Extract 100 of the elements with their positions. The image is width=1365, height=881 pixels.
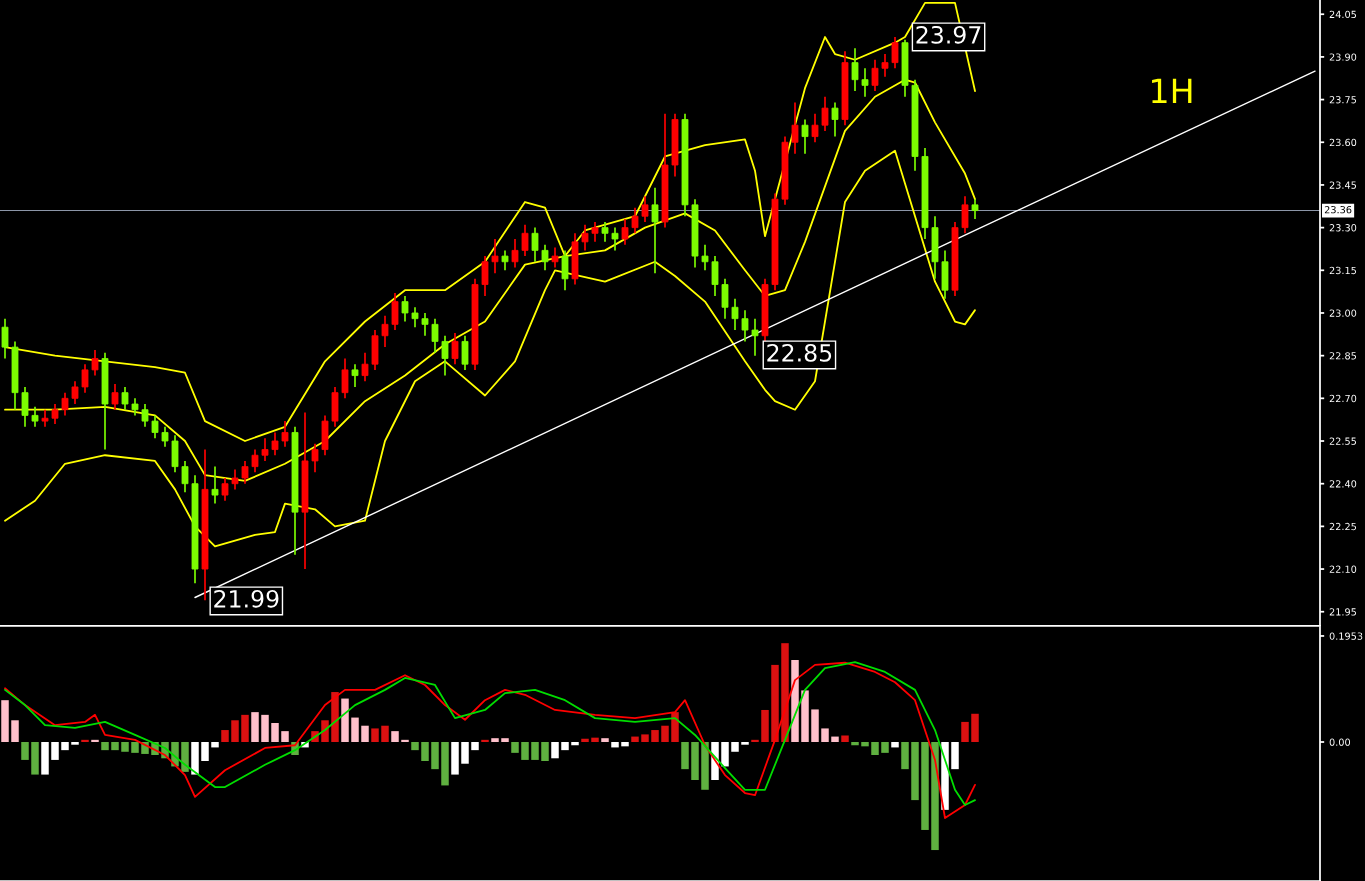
bar [961, 721, 969, 742]
candlestick [821, 95, 829, 132]
bar [431, 742, 439, 770]
candlestick [251, 448, 259, 474]
bar [91, 739, 99, 742]
candlestick [261, 437, 269, 462]
bar [591, 737, 599, 742]
candlestick [891, 36, 899, 70]
candlestick [381, 314, 389, 348]
bar [541, 742, 549, 761]
candlestick [541, 243, 549, 272]
candlestick [531, 226, 539, 263]
candlestick [431, 317, 439, 354]
y-tick-label: 22.70 [1329, 394, 1357, 403]
y-tick-label: 23.15 [1329, 266, 1357, 275]
y-tick-label: 22.85 [1329, 352, 1357, 360]
candlestick [71, 380, 79, 405]
candlestick [581, 223, 589, 252]
candlestick [151, 414, 159, 440]
bar [621, 742, 629, 747]
candlestick [221, 477, 229, 502]
candlestick [361, 351, 369, 383]
bar [741, 742, 749, 745]
candlestick [271, 431, 279, 457]
bar [281, 731, 289, 742]
candlestick [111, 383, 119, 411]
bar [891, 742, 899, 748]
y-tick-label: 24.05 [1329, 10, 1357, 19]
candlestick [711, 255, 719, 297]
bar [451, 742, 459, 775]
candlestick [41, 408, 49, 428]
bar [811, 709, 819, 742]
bar [731, 742, 739, 752]
candlestick [861, 67, 869, 98]
bar [181, 742, 189, 772]
candlestick [121, 386, 129, 411]
bar [921, 742, 929, 830]
bar [851, 742, 859, 746]
candlestick [61, 391, 69, 417]
y-tick-label: 0.1953 [1329, 632, 1363, 640]
bar [11, 720, 19, 742]
candlestick [521, 223, 529, 257]
bar [361, 725, 369, 742]
bar [121, 742, 129, 752]
bar [271, 723, 279, 742]
bar [771, 664, 779, 742]
bar [571, 742, 579, 746]
candlestick [401, 295, 409, 323]
bar [411, 742, 419, 751]
y-tick-label: 23.60 [1329, 138, 1357, 147]
bar [681, 742, 689, 770]
annotation: 22.85 [767, 343, 832, 362]
bar [931, 742, 939, 851]
candlestick [511, 238, 519, 269]
candlestick [481, 255, 489, 297]
bar [461, 742, 469, 764]
bar [241, 714, 249, 742]
candlestick [81, 363, 89, 394]
bar [901, 742, 909, 770]
candlestick [231, 468, 239, 491]
bar [331, 692, 339, 742]
candlestick [611, 226, 619, 252]
bar [691, 742, 699, 781]
candlestick [351, 363, 359, 388]
bar [211, 742, 219, 748]
y-tick-label: 23.45 [1329, 181, 1357, 189]
candlestick [791, 101, 799, 155]
candlestick [561, 249, 569, 292]
bar [341, 698, 349, 742]
candlestick [241, 460, 249, 485]
candlestick [491, 238, 499, 274]
bar [551, 742, 559, 759]
y-tick-label: 22.10 [1329, 565, 1357, 573]
candlestick [651, 186, 659, 274]
y-tick-label: 22.40 [1329, 480, 1357, 488]
bar [871, 742, 879, 756]
candlestick [181, 460, 189, 494]
y-tick-label: 23.90 [1329, 53, 1357, 61]
ref-line-label: 23.36 [1324, 206, 1352, 214]
bar [701, 742, 709, 790]
y-tick-label: 22.55 [1329, 437, 1357, 445]
candlestick [631, 206, 639, 235]
bar [861, 742, 869, 747]
bar [501, 738, 509, 742]
y-tick-label: 23.75 [1329, 96, 1357, 104]
bar [131, 742, 139, 753]
bar [221, 730, 229, 742]
candlestick [391, 292, 399, 331]
candlestick [421, 312, 429, 337]
candlestick [141, 403, 149, 428]
candlestick [641, 195, 649, 223]
bar [81, 739, 89, 742]
candlestick [51, 403, 59, 425]
bar [531, 742, 539, 760]
candlestick [461, 334, 469, 371]
bar [201, 742, 209, 761]
candlestick [591, 221, 599, 243]
bar [791, 660, 799, 742]
annotation: 23.97 [916, 25, 981, 44]
candlestick [211, 465, 219, 505]
